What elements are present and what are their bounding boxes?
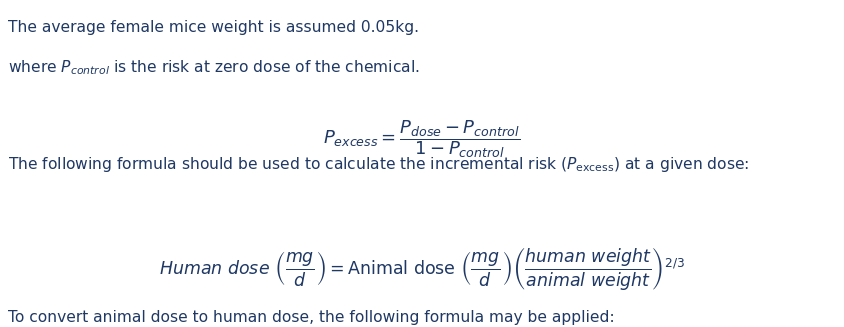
Text: $\mathit{Human\ dose}\ \left(\dfrac{mg}{d}\right)= \mathrm{Animal\ dose}\ \left(: $\mathit{Human\ dose}\ \left(\dfrac{mg}{… (159, 245, 684, 292)
Text: where $P_{\mathit{control}}$ is the risk at zero dose of the chemical.: where $P_{\mathit{control}}$ is the risk… (8, 58, 419, 77)
Text: The following formula should be used to calculate the incremental risk ($P_{\mat: The following formula should be used to … (8, 155, 749, 174)
Text: $P_{\mathit{excess}} = \dfrac{P_{\mathit{dose}} - P_{\mathit{control}}}{1 - P_{\: $P_{\mathit{excess}} = \dfrac{P_{\mathit… (323, 118, 520, 160)
Text: To convert animal dose to human dose, the following formula may be applied:: To convert animal dose to human dose, th… (8, 310, 614, 325)
Text: The average female mice weight is assumed 0.05kg.: The average female mice weight is assume… (8, 20, 419, 35)
